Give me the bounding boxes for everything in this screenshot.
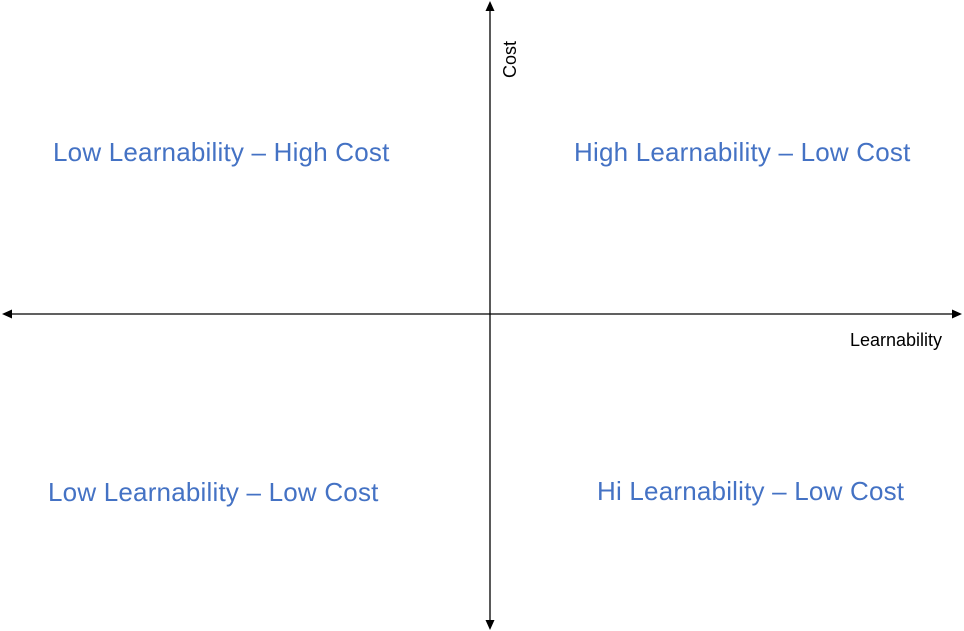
x-axis-label: Learnability <box>849 330 942 350</box>
quadrant-bottom-left-label: Low Learnability – Low Cost <box>48 477 379 507</box>
quadrant-top-right-label: High Learnability – Low Cost <box>574 137 911 167</box>
y-axis-label: Cost <box>500 40 520 78</box>
x-axis-left-arrow <box>2 309 12 319</box>
y-axis-bottom-arrow <box>485 620 495 630</box>
quadrant-bottom-right-label: Hi Learnability – Low Cost <box>597 476 905 506</box>
quadrant-top-left-label: Low Learnability – High Cost <box>53 137 390 167</box>
y-axis-top-arrow <box>485 1 495 11</box>
x-axis-right-arrow <box>952 309 962 319</box>
